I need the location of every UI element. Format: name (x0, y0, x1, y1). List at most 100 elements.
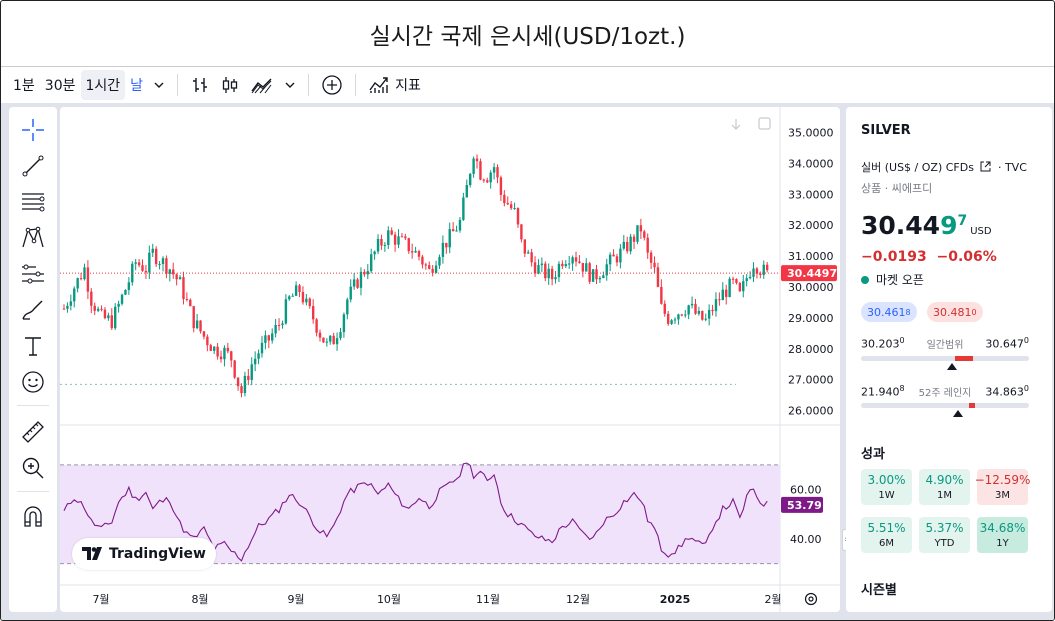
tradingview-watermark[interactable]: TradingView (72, 538, 216, 570)
candle-body (626, 241, 629, 252)
crosshair-tool[interactable] (18, 115, 48, 145)
candle-body (496, 167, 499, 178)
indicators-button[interactable]: 지표 (363, 70, 426, 100)
week52-range-label: 52주 레인지 (918, 388, 972, 399)
price-tick-label: 26.0000 (788, 405, 834, 418)
interval-1h-button[interactable]: 1시간 (80, 70, 126, 100)
candle-type-button[interactable] (215, 70, 245, 100)
candle-body (759, 273, 762, 275)
ask-superscript: 0 (971, 307, 977, 317)
perf-ytd[interactable]: 5.37% YTD (919, 517, 970, 553)
perf-6m[interactable]: 5.51% 6M (861, 517, 912, 553)
ruler-tool[interactable] (18, 417, 48, 447)
candle-body (755, 268, 759, 274)
perf-3m[interactable]: −12.59% 3M (975, 469, 1030, 505)
chart-type-dropdown[interactable] (279, 70, 301, 100)
candle-body (469, 173, 472, 186)
day-range-high: 30.6470 (985, 336, 1029, 351)
bar-type-button[interactable] (185, 70, 215, 100)
candle-body (247, 375, 250, 381)
bid-value: 30.461 (867, 305, 906, 319)
chart-panel[interactable]: 35.0000 34.0000 33.0000 32.0000 31.0000 30.00… (60, 107, 840, 612)
candle-body (482, 179, 486, 181)
last-price: 30.4497USD (861, 211, 992, 240)
pattern-tool[interactable] (18, 223, 48, 253)
candle-body (165, 258, 168, 274)
candle-body (137, 262, 141, 266)
perf-1w[interactable]: 3.00% 1W (861, 469, 912, 505)
area-type-button[interactable] (245, 70, 279, 100)
candle-body (383, 244, 387, 246)
week52-range-marker-icon (953, 410, 964, 417)
perf-1m[interactable]: 4.90% 1M (919, 469, 970, 505)
brush-icon (22, 300, 43, 320)
candle-body (107, 315, 110, 319)
candle-body (653, 262, 656, 268)
brush-tool[interactable] (18, 295, 48, 325)
candle-body (407, 238, 410, 252)
day-range-marker-icon (946, 363, 957, 370)
emoji-icon (22, 371, 44, 393)
candle-body (513, 208, 516, 210)
interval-30m-button[interactable]: 30분 (44, 78, 76, 94)
zoom-tool[interactable] (18, 453, 48, 483)
price-chart[interactable]: 35.0000 34.0000 33.0000 32.0000 31.0000 30.00… (60, 107, 840, 612)
candle-body (236, 377, 240, 387)
candle-body (451, 229, 455, 232)
candle-body (564, 264, 567, 267)
candle-body (308, 298, 311, 307)
candle-body (134, 262, 137, 264)
candle-body (684, 314, 687, 316)
symbol-ticker[interactable]: SILVER (861, 123, 911, 138)
candle-body (390, 230, 393, 235)
candle-body (76, 278, 79, 289)
interval-dropdown[interactable] (148, 70, 170, 100)
candle-body (636, 225, 639, 242)
candle-body (69, 301, 73, 306)
candle-body (339, 332, 342, 339)
fib-tool[interactable] (18, 187, 48, 217)
indicators-icon (369, 77, 388, 93)
candle-body (523, 239, 527, 254)
candle-body (585, 263, 588, 272)
emoji-tool[interactable] (18, 367, 48, 397)
magnet-tool[interactable] (18, 502, 48, 532)
candle-body (608, 254, 612, 265)
forecast-tool[interactable] (18, 259, 48, 289)
candle-body (127, 282, 131, 290)
trend-line-tool[interactable] (18, 151, 48, 181)
candle-body (598, 278, 602, 280)
interval-1m-button[interactable]: 1분 (13, 78, 35, 94)
candle-body (161, 258, 165, 265)
text-tool[interactable] (18, 331, 48, 361)
toolbar-divider (17, 491, 49, 492)
interval-day-button[interactable]: 날 (130, 78, 144, 94)
price-tick-label: 33.0000 (788, 188, 834, 201)
perf-1y[interactable]: 34.68% 1Y (977, 517, 1028, 553)
candle-body (376, 238, 380, 252)
candle-body (762, 264, 765, 275)
candle-body (533, 262, 537, 274)
ask-badge: 30.481 0 (927, 302, 983, 322)
week52-range-fill (969, 403, 975, 408)
candle-body (639, 225, 643, 232)
week52-range-bar (861, 403, 1029, 408)
magnet-icon (24, 506, 42, 527)
day-range-low: 30.2030 (861, 336, 905, 351)
candle-body (206, 336, 209, 346)
candle-body (663, 303, 666, 314)
compare-add-button[interactable] (316, 70, 348, 100)
price-currency: USD (970, 226, 992, 237)
candle-body (455, 230, 458, 232)
candle-body (243, 375, 247, 394)
day-range-fill (955, 356, 973, 361)
toolbar-divider (355, 74, 357, 96)
candle-body (318, 332, 322, 338)
candle-body (748, 276, 752, 279)
candle-body (168, 269, 172, 274)
candle-body (492, 167, 496, 173)
market-status-text: 마켓 오픈 (876, 273, 924, 287)
candle-body (342, 314, 346, 333)
external-link-icon[interactable] (980, 161, 991, 172)
candle-body (643, 231, 646, 238)
